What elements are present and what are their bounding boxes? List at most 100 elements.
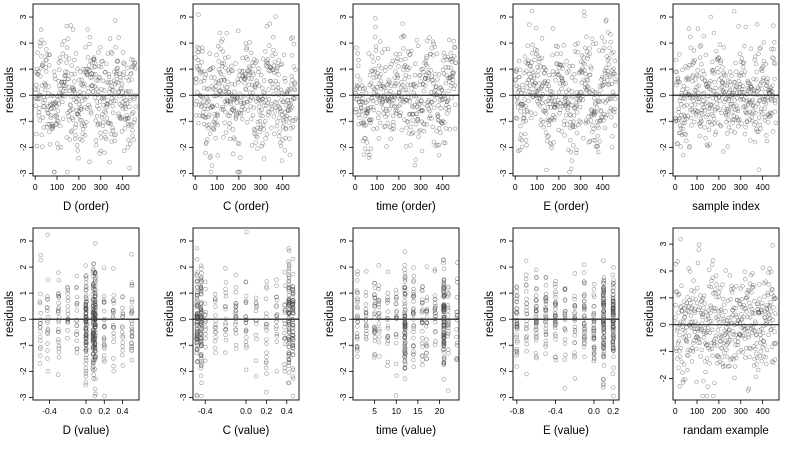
data-point	[765, 95, 771, 100]
data-point	[198, 285, 204, 290]
data-point	[389, 126, 394, 132]
y-tick-label: 1	[498, 291, 508, 296]
data-point	[424, 122, 430, 127]
data-point	[601, 349, 607, 355]
data-point	[119, 330, 125, 335]
data-point	[524, 325, 529, 330]
data-point	[286, 327, 292, 333]
data-point	[515, 326, 520, 332]
data-point	[394, 291, 399, 296]
data-point	[98, 130, 103, 136]
data-point	[611, 325, 616, 330]
data-point	[771, 323, 776, 329]
data-point	[688, 45, 693, 51]
data-point	[690, 95, 695, 101]
data-point	[45, 320, 50, 325]
data-point	[45, 326, 51, 332]
data-point	[553, 292, 558, 297]
data-point	[110, 125, 115, 131]
data-point	[746, 332, 751, 338]
y-tick-label: 1	[178, 291, 188, 296]
data-point	[528, 74, 533, 80]
data-point	[376, 263, 381, 268]
data-point	[95, 92, 100, 97]
data-point	[102, 150, 107, 155]
data-point	[721, 318, 727, 324]
data-point	[427, 115, 432, 121]
data-point	[409, 48, 414, 54]
scatter-points	[354, 249, 460, 398]
data-point	[591, 310, 597, 316]
data-point	[578, 120, 583, 125]
data-point	[213, 116, 218, 122]
data-point	[375, 55, 381, 61]
data-point	[355, 305, 360, 311]
data-point	[198, 286, 204, 292]
data-point	[588, 118, 594, 123]
data-point	[573, 104, 578, 110]
data-point	[518, 109, 523, 114]
data-point	[543, 351, 548, 356]
data-point	[742, 276, 748, 282]
data-point	[696, 73, 701, 79]
data-point	[772, 341, 778, 346]
plot-frame	[32, 3, 140, 177]
data-point	[694, 334, 700, 339]
data-point	[79, 98, 85, 104]
data-point	[290, 256, 296, 262]
data-point	[687, 309, 692, 314]
data-point	[195, 329, 200, 334]
data-point	[406, 95, 411, 100]
data-point	[680, 370, 685, 375]
data-point	[119, 82, 125, 87]
data-point	[194, 319, 200, 325]
data-point	[553, 320, 558, 325]
data-point	[199, 363, 204, 368]
data-point	[93, 72, 98, 77]
data-point	[431, 81, 436, 86]
data-point	[271, 114, 277, 119]
data-point	[573, 42, 578, 47]
data-point	[441, 292, 447, 298]
data-point	[701, 335, 707, 340]
data-point	[213, 313, 218, 318]
data-point	[264, 359, 269, 364]
data-point	[397, 51, 402, 57]
data-point	[43, 69, 49, 74]
data-point	[56, 308, 61, 314]
data-point	[698, 43, 704, 48]
data-point	[92, 95, 98, 100]
data-point	[770, 129, 776, 134]
data-point	[709, 88, 714, 93]
data-point	[517, 74, 522, 79]
data-point	[105, 79, 110, 85]
data-point	[91, 368, 96, 373]
data-point	[244, 345, 249, 350]
data-point	[264, 284, 269, 289]
data-point	[601, 45, 607, 51]
data-point	[759, 326, 764, 332]
data-point	[194, 272, 199, 277]
data-point	[282, 308, 288, 313]
data-point	[285, 87, 291, 92]
data-point	[701, 305, 706, 311]
data-point	[695, 260, 701, 266]
data-point	[697, 96, 702, 101]
data-point	[73, 122, 79, 127]
data-point	[572, 124, 578, 129]
x-tick-label: 100	[370, 182, 384, 192]
data-point	[124, 101, 130, 106]
data-point	[711, 340, 717, 345]
data-point	[93, 391, 98, 397]
y-tick-label: 0	[18, 93, 28, 98]
data-point	[283, 126, 289, 132]
data-point	[746, 97, 752, 103]
x-tick-label: 300	[254, 182, 268, 192]
data-point	[249, 143, 255, 148]
data-point	[565, 107, 570, 113]
data-point	[253, 373, 259, 379]
data-point	[195, 57, 201, 63]
data-point	[679, 319, 684, 324]
y-tick-label: 2	[178, 264, 188, 269]
